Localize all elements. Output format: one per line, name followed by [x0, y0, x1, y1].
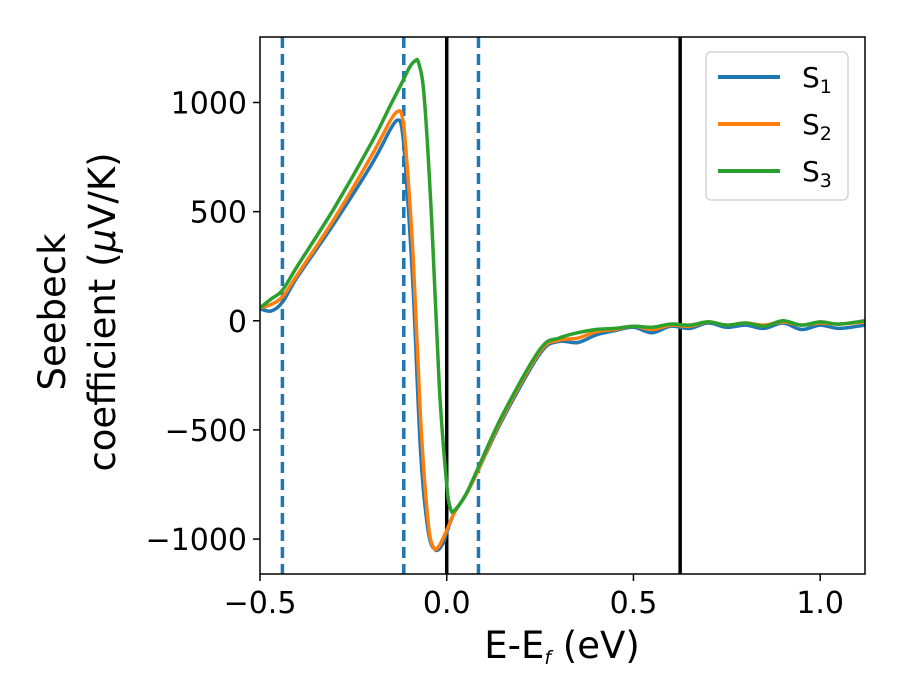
y-tick-label: −1000: [146, 523, 247, 558]
y-tick-label: 0: [228, 305, 247, 340]
legend: S1 S2 S3: [705, 51, 849, 201]
legend-label-s2: S2: [802, 108, 832, 145]
y-tick-label: 1000: [171, 86, 247, 121]
x-axis-label: E-Ef (eV): [484, 624, 640, 669]
vertical-lines: [280, 37, 682, 574]
y-tick-label: 500: [190, 196, 247, 231]
x-tick-label: 1.0: [796, 586, 844, 621]
plot-frame: [259, 36, 866, 575]
y-axis-label-line1: Seebeck: [31, 233, 74, 391]
y-axis-label-line2: coefficient (μV/K): [81, 152, 124, 471]
x-tick-label: −0.5: [224, 586, 297, 621]
x-tick-label: 0.5: [610, 586, 658, 621]
y-axis: −1000 −500 0 500 1000: [146, 86, 260, 558]
legend-label-s3: S3: [802, 155, 832, 192]
x-axis: −0.5 0.0 0.5 1.0: [224, 574, 844, 621]
series-line-s3: [260, 57, 865, 514]
series-lines: [260, 57, 865, 553]
x-tick-label: 0.0: [423, 586, 471, 621]
y-tick-label: −500: [165, 414, 247, 449]
y-axis-label: Seebeck coefficient (μV/K): [31, 152, 124, 471]
legend-label-s1: S1: [802, 61, 832, 98]
